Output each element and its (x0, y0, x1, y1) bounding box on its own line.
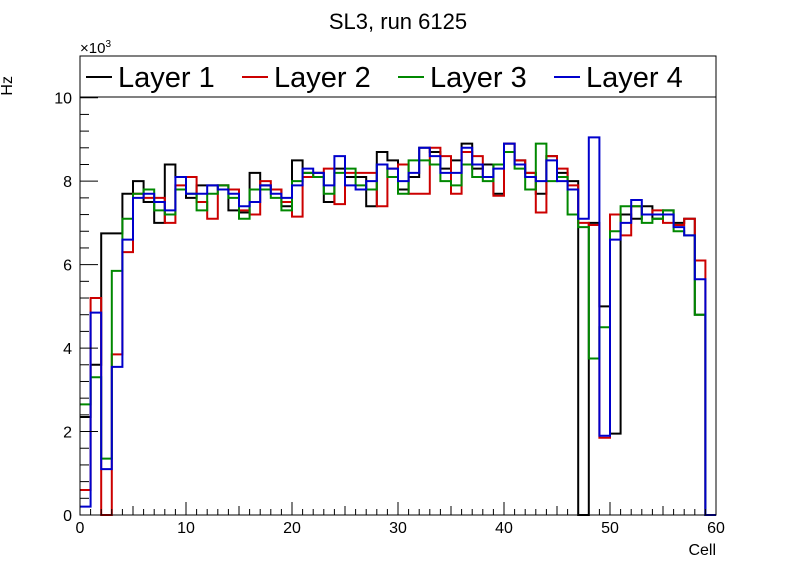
y-tick-label: 0 (63, 508, 72, 525)
y-multiplier: ×103 (80, 39, 111, 57)
y-multiplier-exponent: 3 (105, 39, 111, 50)
y-tick-label: 6 (63, 258, 72, 275)
x-tick-label: 50 (601, 520, 619, 537)
x-tick-label: 40 (495, 520, 513, 537)
x-tick-label: 10 (177, 520, 195, 537)
legend-label-layer-1: Layer 1 (118, 62, 215, 94)
y-tick-label: 2 (63, 425, 72, 442)
series-line-layer-4 (80, 136, 716, 516)
histogram-series-group (80, 136, 716, 516)
y-multiplier-base: ×10 (80, 40, 105, 57)
y-tick-label: 8 (63, 174, 72, 191)
x-axis: 0 10 20 30 40 50 60 (76, 502, 725, 537)
y-tick-label: 4 (63, 341, 72, 358)
legend-label-layer-4: Layer 4 (586, 62, 683, 94)
legend: Layer 1 Layer 2 Layer 3 Layer 4 (86, 62, 683, 94)
y-tick-label: 10 (54, 91, 72, 108)
x-tick-label: 60 (707, 520, 725, 537)
chart-title: SL3, run 6125 (329, 9, 467, 34)
y-axis: 0 2 4 6 8 10 (54, 63, 98, 525)
x-axis-label: Cell (688, 542, 716, 559)
legend-label-layer-2: Layer 2 (274, 62, 371, 94)
x-tick-label: 0 (76, 520, 85, 537)
x-tick-label: 20 (283, 520, 301, 537)
legend-label-layer-3: Layer 3 (430, 62, 527, 94)
y-axis-label: Hz (0, 76, 16, 96)
x-tick-label: 30 (389, 520, 407, 537)
